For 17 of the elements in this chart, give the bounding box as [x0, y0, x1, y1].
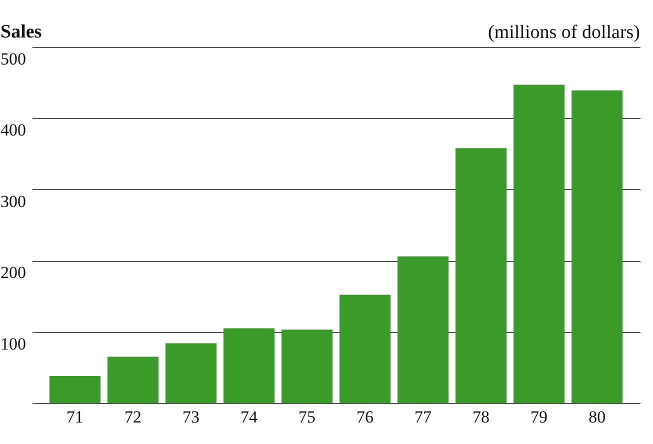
x-tick-label: 79	[530, 408, 548, 426]
y-tick-label: 200	[0, 263, 26, 282]
x-tick-label: 71	[66, 408, 84, 426]
x-tick-label: 80	[588, 408, 606, 426]
y-tick-label: 400	[0, 120, 26, 140]
x-tick-label: 73	[182, 408, 200, 426]
x-tick-label: 72	[124, 408, 142, 426]
x-tick-label: 74	[240, 408, 258, 426]
y-tick-label: 100	[0, 334, 26, 354]
x-tick-label: 76	[356, 408, 374, 426]
x-tick-label: 77	[414, 408, 432, 426]
y-tick-label: 300	[0, 192, 26, 211]
y-tick-label: 500	[0, 50, 26, 68]
x-tick-label: 75	[298, 408, 316, 426]
x-tick-label: 78	[472, 408, 490, 426]
chart-title: (millions of dollars)	[488, 22, 640, 43]
y-axis-title: Sales	[0, 22, 42, 42]
